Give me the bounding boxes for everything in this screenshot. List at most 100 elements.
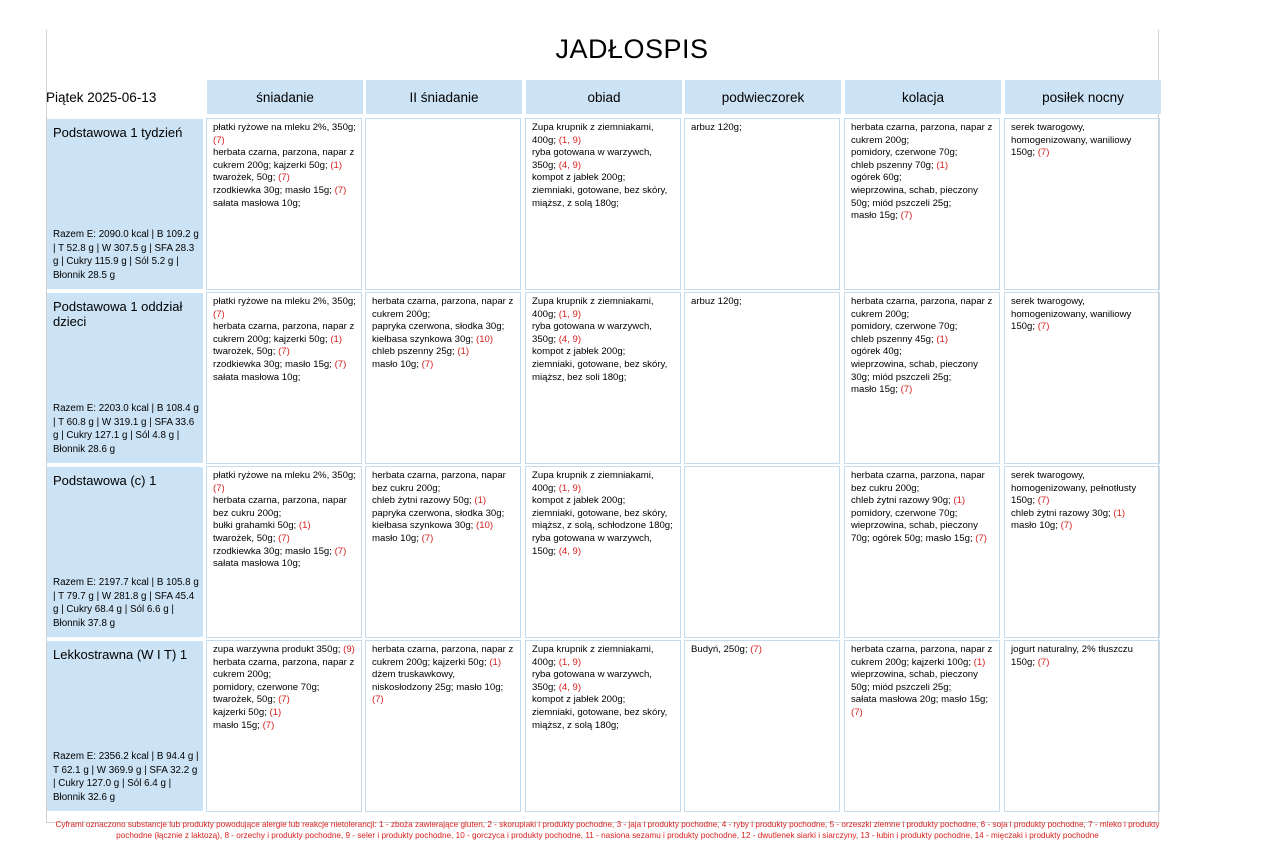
meal-cell: Zupa krupnik z ziemniakami, 400g; (1, 9)…	[525, 640, 681, 812]
meal-item: chleb pszenny 70g;	[851, 159, 934, 171]
diet-row-label: Lekkostrawna (W I T) 1 Razem E: 2356.2 kc…	[47, 641, 203, 811]
meal-item: chleb żytni razowy 30g;	[1011, 507, 1111, 519]
meal-cell: herbata czarna, parzona, napar z cukrem …	[844, 292, 1000, 464]
diet-row-label: Podstawowa (c) 1 Razem E: 2197.7 kcal | B…	[47, 467, 203, 637]
meal-item: masło 15g;	[851, 210, 898, 222]
meal-item: pomidory, czerwone 70g;	[851, 147, 958, 159]
meal-cell: herbata czarna, parzona, napar bez cukru…	[365, 466, 521, 638]
meal-item: chleb żytni razowy 50g;	[372, 495, 472, 507]
allergen-code: (1)	[298, 520, 311, 532]
meal-item: pomidory, czerwone 70g;	[851, 321, 958, 333]
meal-cell: herbata czarna, parzona, napar bez cukru…	[844, 466, 1000, 638]
meal-item: kompot z jabłek 200g;	[532, 172, 626, 184]
meal-cell: płatki ryżowe na mleku 2%, 350g; (7) herb…	[206, 292, 362, 464]
meal-cell: jogurt naturalny, 2% tłuszczu 150g; (7)	[1004, 640, 1160, 812]
meal-item: arbuz 120g;	[691, 122, 742, 133]
meal-item: chleb pszenny 45g;	[851, 333, 934, 345]
meal-item: masło 15g;	[213, 719, 260, 731]
meal-cell	[365, 118, 521, 290]
meal-item: ogórek 60g;	[851, 172, 902, 184]
nutrition-summary: Razem E: 2090.0 kcal | B 109.2 g | T 52.…	[53, 228, 199, 282]
allergen-code: (7)	[1037, 495, 1050, 507]
meal-item: płatki ryżowe na mleku 2%, 350g;	[213, 296, 356, 307]
meal-item: Budyń, 250g;	[691, 644, 748, 655]
page-frame	[46, 30, 1159, 823]
column-header: kolacja	[845, 80, 1001, 114]
meal-item: masło 10g;	[372, 532, 419, 544]
meal-item: papryka czerwona, słodka 30g;	[372, 507, 505, 519]
meal-item: herbata czarna, parzona, napar bez cukru…	[851, 470, 985, 494]
allergen-code: (7)	[213, 482, 225, 494]
meal-item: zupa warzywna produkt 350g;	[213, 644, 341, 655]
meal-item: herbata czarna, parzona, napar z cukrem …	[372, 296, 514, 320]
meal-item: kompot z jabłek 200g;	[532, 346, 626, 358]
meal-item: herbata czarna, parzona, napar z cukrem …	[213, 656, 355, 681]
allergen-code: (1, 9)	[558, 482, 582, 494]
allergen-code: (4, 9)	[558, 681, 582, 693]
meal-cell: herbata czarna, parzona, napar z cukrem …	[365, 292, 521, 464]
column-header: śniadanie	[207, 80, 363, 114]
allergen-code: (1, 9)	[558, 308, 582, 320]
nutrition-summary: Razem E: 2203.0 kcal | B 108.4 g | T 60.…	[53, 402, 199, 456]
meal-item: serek twarogowy, homogenizowany, wanilio…	[1011, 122, 1132, 159]
allergen-code: (7)	[278, 532, 290, 544]
meal-cell: herbata czarna, parzona, napar z cukrem …	[844, 118, 1000, 290]
meal-item: kompot z jabłek 200g;	[532, 495, 626, 507]
allergen-code: (1)	[330, 333, 343, 345]
allergen-code: (7)	[750, 644, 762, 655]
meal-item: masło 10g;	[372, 358, 419, 370]
meal-item: wieprzowina, schab, pieczony 70g; ogórek…	[851, 520, 978, 544]
meal-item: kajzerki 50g;	[213, 706, 267, 718]
diet-row-label: Podstawowa 1 tydzień Razem E: 2090.0 kcal…	[47, 119, 203, 289]
meal-cell: zupa warzywna produkt 350g; (9) herbata c…	[206, 640, 362, 812]
meal-item: wieprzowina, schab, pieczony 50g; miód p…	[851, 669, 978, 693]
meal-item: ogórek 40g;	[851, 346, 902, 358]
meal-item: kiełbasa szynkowa 30g;	[372, 520, 474, 532]
allergen-code: (7)	[278, 172, 290, 184]
meal-item: rzodkiewka 30g; masło 15g;	[213, 184, 332, 196]
column-header: II śniadanie	[366, 80, 522, 114]
allergen-code: (1)	[330, 159, 343, 171]
allergen-code: (7)	[975, 532, 988, 544]
meal-item: wieprzowina, schab, pieczony 30g; miód p…	[851, 358, 978, 383]
allergen-code: (1)	[457, 346, 470, 358]
meal-item: herbata czarna, parzona, napar z cukrem …	[851, 122, 993, 146]
allergen-code: (7)	[334, 545, 347, 557]
allergen-code: (7)	[213, 308, 225, 320]
meal-cell	[684, 466, 840, 638]
meal-item: ziemniaki, gotowane, bez skóry, miąższ, …	[532, 507, 673, 532]
diet-row-label: Podstawowa 1 oddział dzieci Razem E: 2203…	[47, 293, 203, 463]
meal-item: masło 10g;	[1011, 520, 1058, 532]
allergen-code: (1)	[973, 656, 986, 668]
allergen-code: (7)	[421, 358, 434, 370]
meal-cell: serek twarogowy, homogenizowany, pełnotł…	[1004, 466, 1160, 638]
meal-item: rzodkiewka 30g; masło 15g;	[213, 545, 332, 557]
allergen-code: (7)	[1037, 147, 1050, 159]
allergen-code: (1)	[269, 706, 282, 718]
diet-name: Podstawowa (c) 1	[53, 473, 157, 488]
allergen-code: (1)	[936, 159, 949, 171]
meal-item: sałata masłowa 10g;	[213, 197, 301, 209]
meal-item: płatki ryżowe na mleku 2%, 350g;	[213, 122, 356, 133]
allergen-code: (4, 9)	[558, 159, 582, 171]
allergen-code: (1)	[474, 495, 487, 507]
meal-item: wieprzowina, schab, pieczony 50g; miód p…	[851, 184, 978, 209]
meal-item: kompot z jabłek 200g;	[532, 694, 626, 706]
meal-item: herbata czarna, parzona, napar z cukrem …	[851, 644, 993, 668]
allergen-code: (7)	[334, 358, 347, 370]
meal-item: Zupa krupnik z ziemniakami, 400g;	[532, 122, 654, 146]
allergen-legend: Cyframi oznaczono substancje lub produkt…	[55, 820, 1160, 840]
meal-item: pomidory, czerwone 70g;	[213, 681, 320, 693]
meal-item: sałata masłowa 10g;	[213, 371, 301, 383]
allergen-code: (7)	[1037, 656, 1050, 668]
meal-item: sałata masłowa 10g;	[213, 558, 301, 570]
meal-item: ryba gotowana w warzywch, 350g;	[532, 147, 652, 171]
allergen-code: (7)	[278, 346, 290, 358]
meal-item: dżem truskawkowy, niskosłodzony 25g; mas…	[372, 669, 504, 693]
column-header: obiad	[526, 80, 682, 114]
allergen-code: (1, 9)	[558, 656, 582, 668]
column-header: posiłek nocny	[1005, 80, 1161, 114]
allergen-code: (7)	[900, 384, 913, 396]
diet-name: Lekkostrawna (W I T) 1	[53, 647, 188, 662]
allergen-code: (7)	[334, 184, 347, 196]
